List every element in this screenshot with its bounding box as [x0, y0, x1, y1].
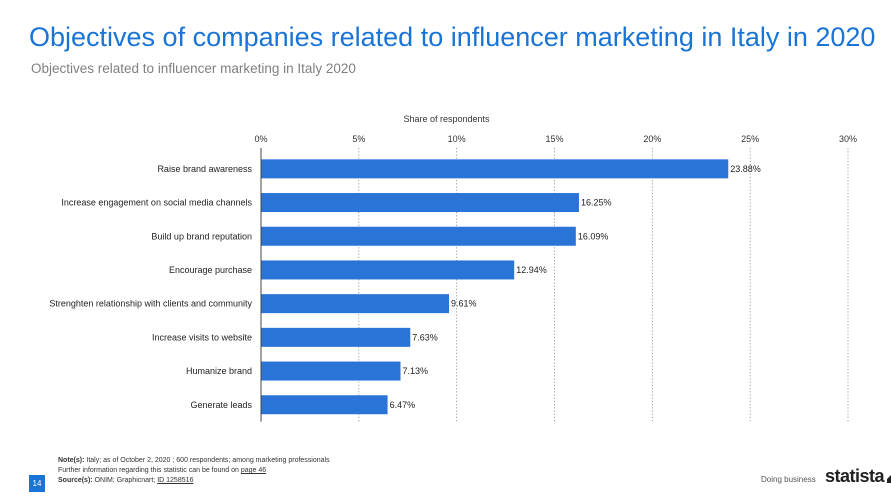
bar	[261, 294, 450, 314]
chart-title: Objectives of companies related to influ…	[29, 22, 876, 52]
x-tick-label: 0%	[254, 134, 267, 144]
category-label: Encourage purchase	[169, 265, 252, 275]
statista-logo: statista	[825, 466, 891, 487]
bar	[261, 361, 401, 381]
page-link[interactable]: page 46	[240, 467, 267, 474]
bar	[261, 226, 576, 246]
data-label: 23.88%	[730, 164, 761, 174]
category-label: Raise brand awareness	[157, 164, 252, 174]
category-label: Generate leads	[190, 400, 252, 410]
notes-line: Note(s): Italy; as of October 2, 2020 ; …	[58, 457, 330, 464]
bar	[261, 193, 579, 213]
chart-subtitle: Objectives related to influencer marketi…	[31, 61, 356, 76]
bar	[261, 327, 411, 347]
category-label: Strenghten relationship with clients and…	[49, 299, 252, 309]
statistic-id-link[interactable]: ID 1258516	[157, 477, 194, 484]
category-label: Build up brand reputation	[151, 231, 252, 241]
data-label: 9.61%	[451, 299, 477, 309]
brand-name: statista	[825, 466, 885, 486]
data-label: 6.47%	[390, 400, 416, 410]
further-info-line: Further information regarding this stati…	[58, 467, 267, 474]
bar	[261, 159, 729, 179]
brand-tagline: Doing business	[761, 475, 816, 484]
footer-notes: Note(s): Italy; as of October 2, 2020 ; …	[58, 456, 330, 486]
data-label: 16.25%	[581, 198, 612, 208]
bar-chart: Share of respondents 0% 5% 10% 15% 20% 25% 30% R…	[49, 114, 857, 422]
axis-title: Share of respondents	[403, 114, 490, 124]
category-label: Increase engagement on social media chan…	[61, 198, 252, 208]
category-label: Humanize brand	[186, 366, 252, 376]
x-tick-label: 25%	[741, 134, 759, 144]
x-tick-label: 15%	[545, 134, 563, 144]
bar	[261, 260, 515, 280]
statista-logo-icon	[887, 470, 891, 483]
category-label: Increase visits to website	[152, 332, 252, 342]
data-label: 12.94%	[516, 265, 547, 275]
x-tick-label: 30%	[839, 134, 857, 144]
data-label: 16.09%	[578, 231, 609, 241]
data-label: 7.13%	[403, 366, 429, 376]
bar	[261, 395, 388, 415]
source-line: Source(s): ONIM; Graphicnart; ID 1258516	[58, 477, 194, 484]
x-tick-label: 10%	[448, 134, 466, 144]
page-number: 14	[29, 475, 45, 492]
data-label: 7.63%	[412, 332, 438, 342]
x-tick-label: 5%	[352, 134, 365, 144]
x-tick-label: 20%	[643, 134, 661, 144]
